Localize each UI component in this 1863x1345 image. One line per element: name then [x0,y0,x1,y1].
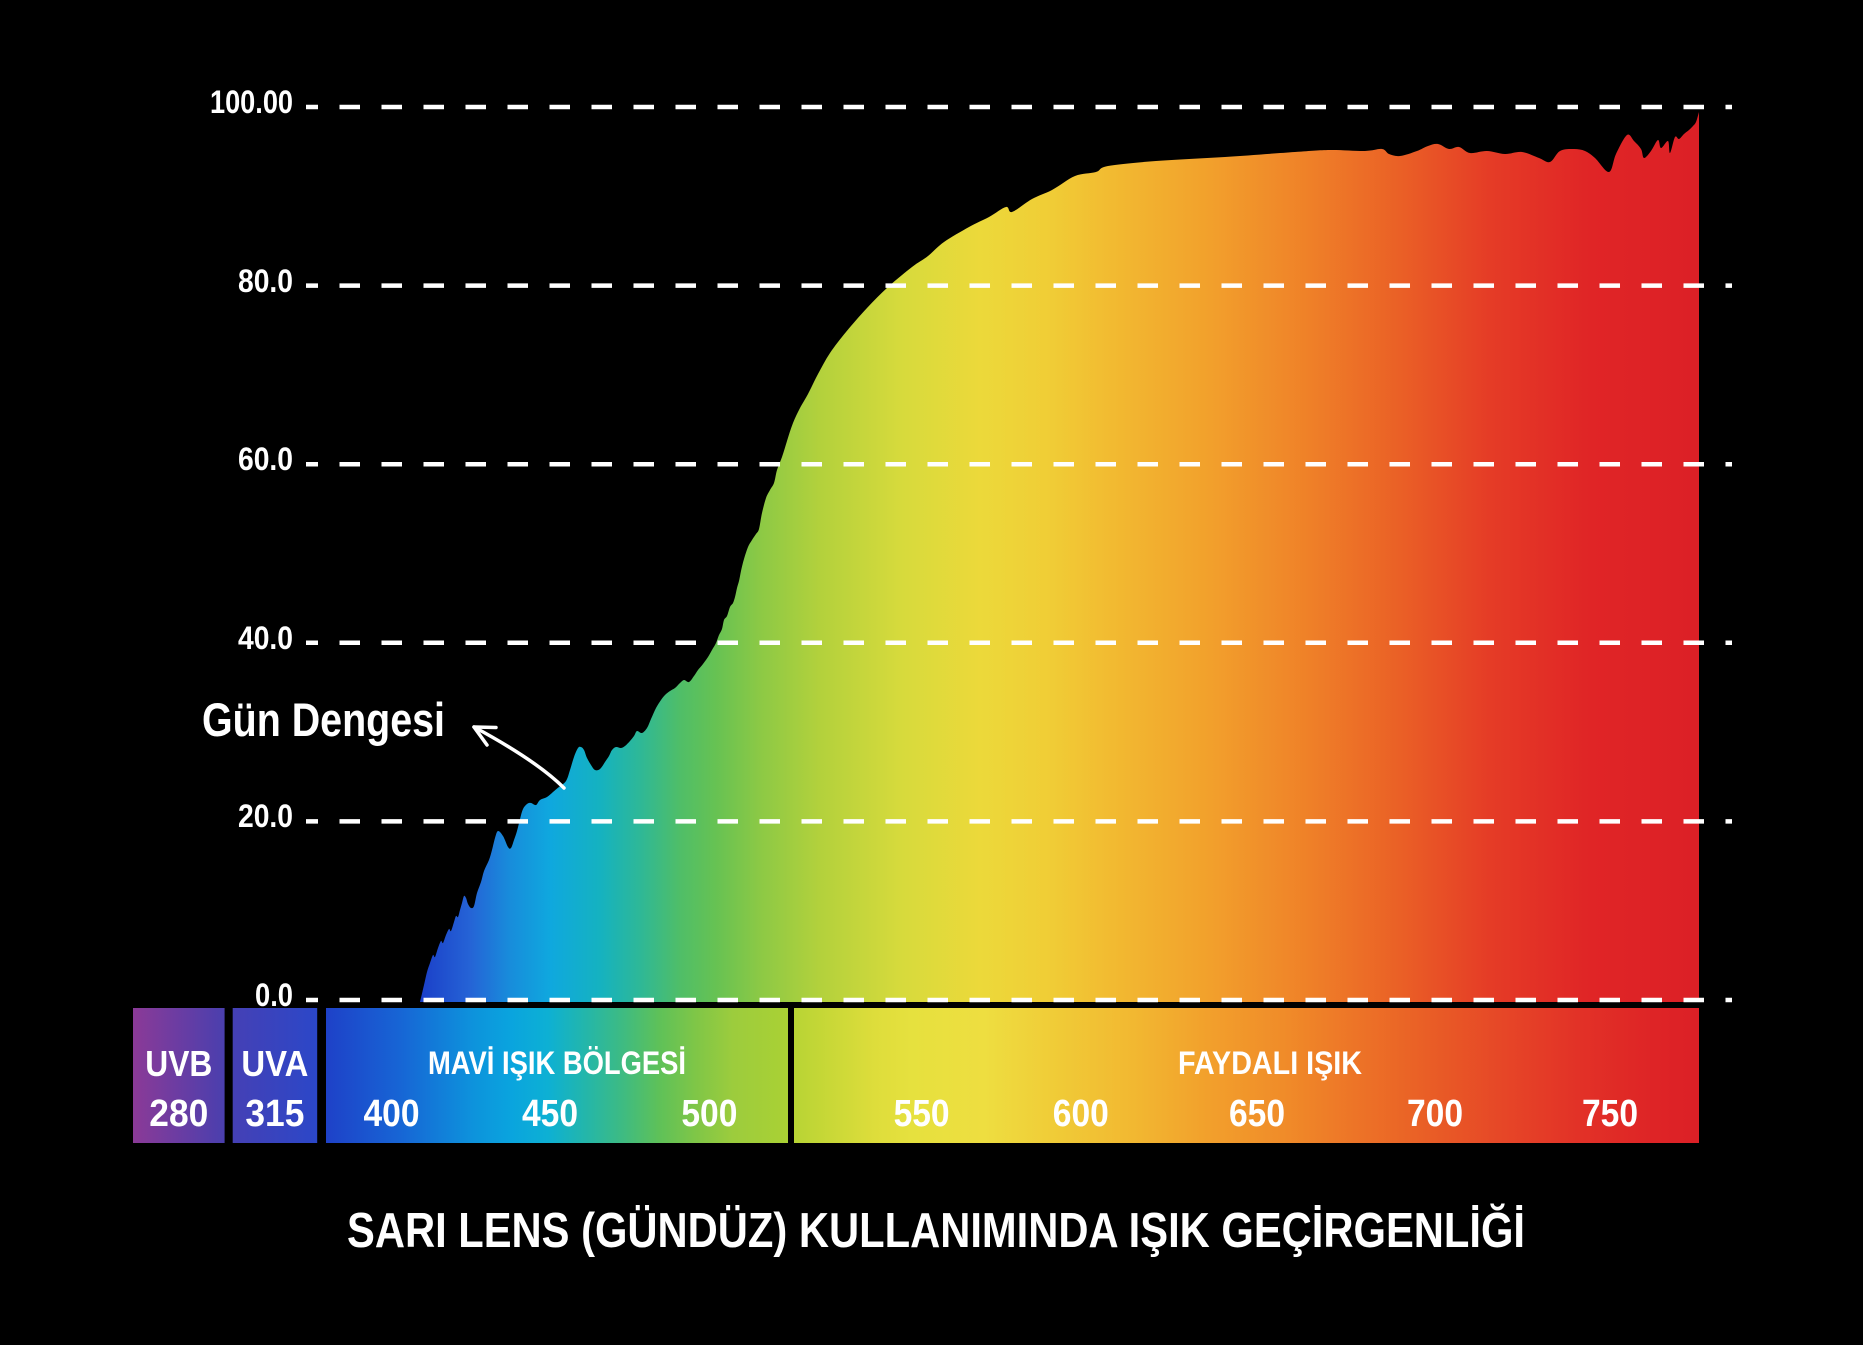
svg-text:650: 650 [1229,1093,1285,1135]
svg-text:UVB: UVB [145,1043,212,1084]
svg-text:315: 315 [245,1093,304,1135]
svg-text:0.0: 0.0 [255,977,293,1013]
svg-text:500: 500 [681,1093,737,1135]
svg-text:100.00: 100.00 [210,84,293,120]
svg-text:750: 750 [1582,1093,1638,1135]
svg-text:UVA: UVA [241,1043,308,1084]
svg-text:MAVİ IŞIK BÖLGESİ: MAVİ IŞIK BÖLGESİ [428,1045,686,1081]
svg-text:FAYDALI IŞIK: FAYDALI IŞIK [1178,1045,1362,1081]
svg-text:700: 700 [1407,1093,1463,1135]
svg-text:550: 550 [894,1093,950,1135]
svg-text:400: 400 [364,1093,420,1135]
svg-text:SARI LENS (GÜNDÜZ) KULLANIMIND: SARI LENS (GÜNDÜZ) KULLANIMINDA IŞIK GEÇ… [347,1204,1525,1258]
svg-text:600: 600 [1053,1093,1109,1135]
svg-text:40.0: 40.0 [238,620,293,656]
svg-text:450: 450 [522,1093,578,1135]
svg-text:280: 280 [149,1093,208,1135]
svg-text:20.0: 20.0 [238,798,293,834]
svg-text:80.0: 80.0 [238,263,293,299]
svg-text:60.0: 60.0 [238,441,293,477]
svg-text:Gün Dengesi: Gün Dengesi [202,694,445,747]
